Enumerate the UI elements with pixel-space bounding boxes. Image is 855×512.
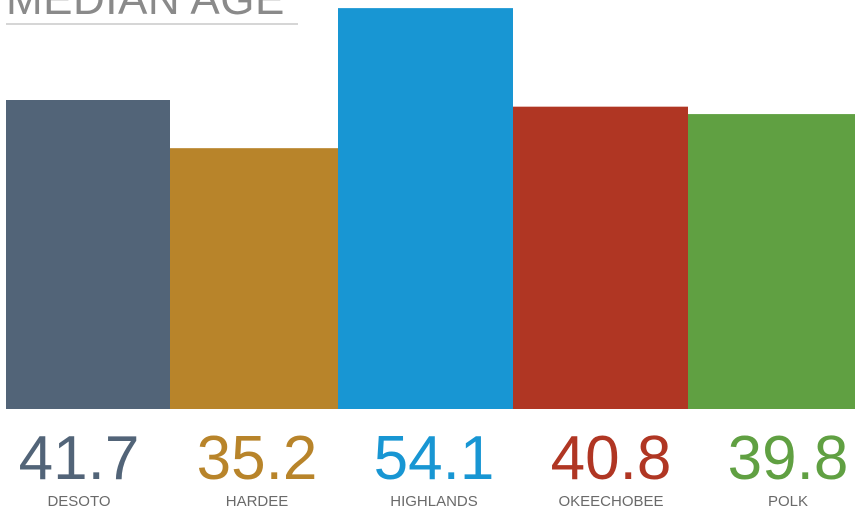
value-label-desoto: 41.7 [19,424,140,493]
value-label-okeechobee: 40.8 [551,424,672,493]
category-labels-group: DESOTO HARDEE HIGHLANDS OKEECHOBEE POLK [47,493,808,510]
bar-okeechobee [513,106,688,409]
value-label-hardee: 35.2 [197,424,318,493]
category-label-highlands: HIGHLANDS [390,493,478,510]
bar-desoto [6,100,170,410]
bar-polk [688,114,855,409]
bars-group [6,8,855,410]
bar-hardee [170,148,338,409]
chart-title: MEDIAN AGE [6,0,285,22]
category-label-polk: POLK [768,493,808,510]
value-labels-group: 41.7 35.2 54.1 40.8 39.8 [19,424,849,493]
value-label-highlands: 54.1 [374,424,495,493]
value-label-polk: 39.8 [728,424,849,493]
bar-highlands [338,8,513,410]
category-label-desoto: DESOTO [47,493,110,510]
title-underline [6,23,298,25]
category-label-hardee: HARDEE [226,493,289,510]
category-label-okeechobee: OKEECHOBEE [558,493,663,510]
